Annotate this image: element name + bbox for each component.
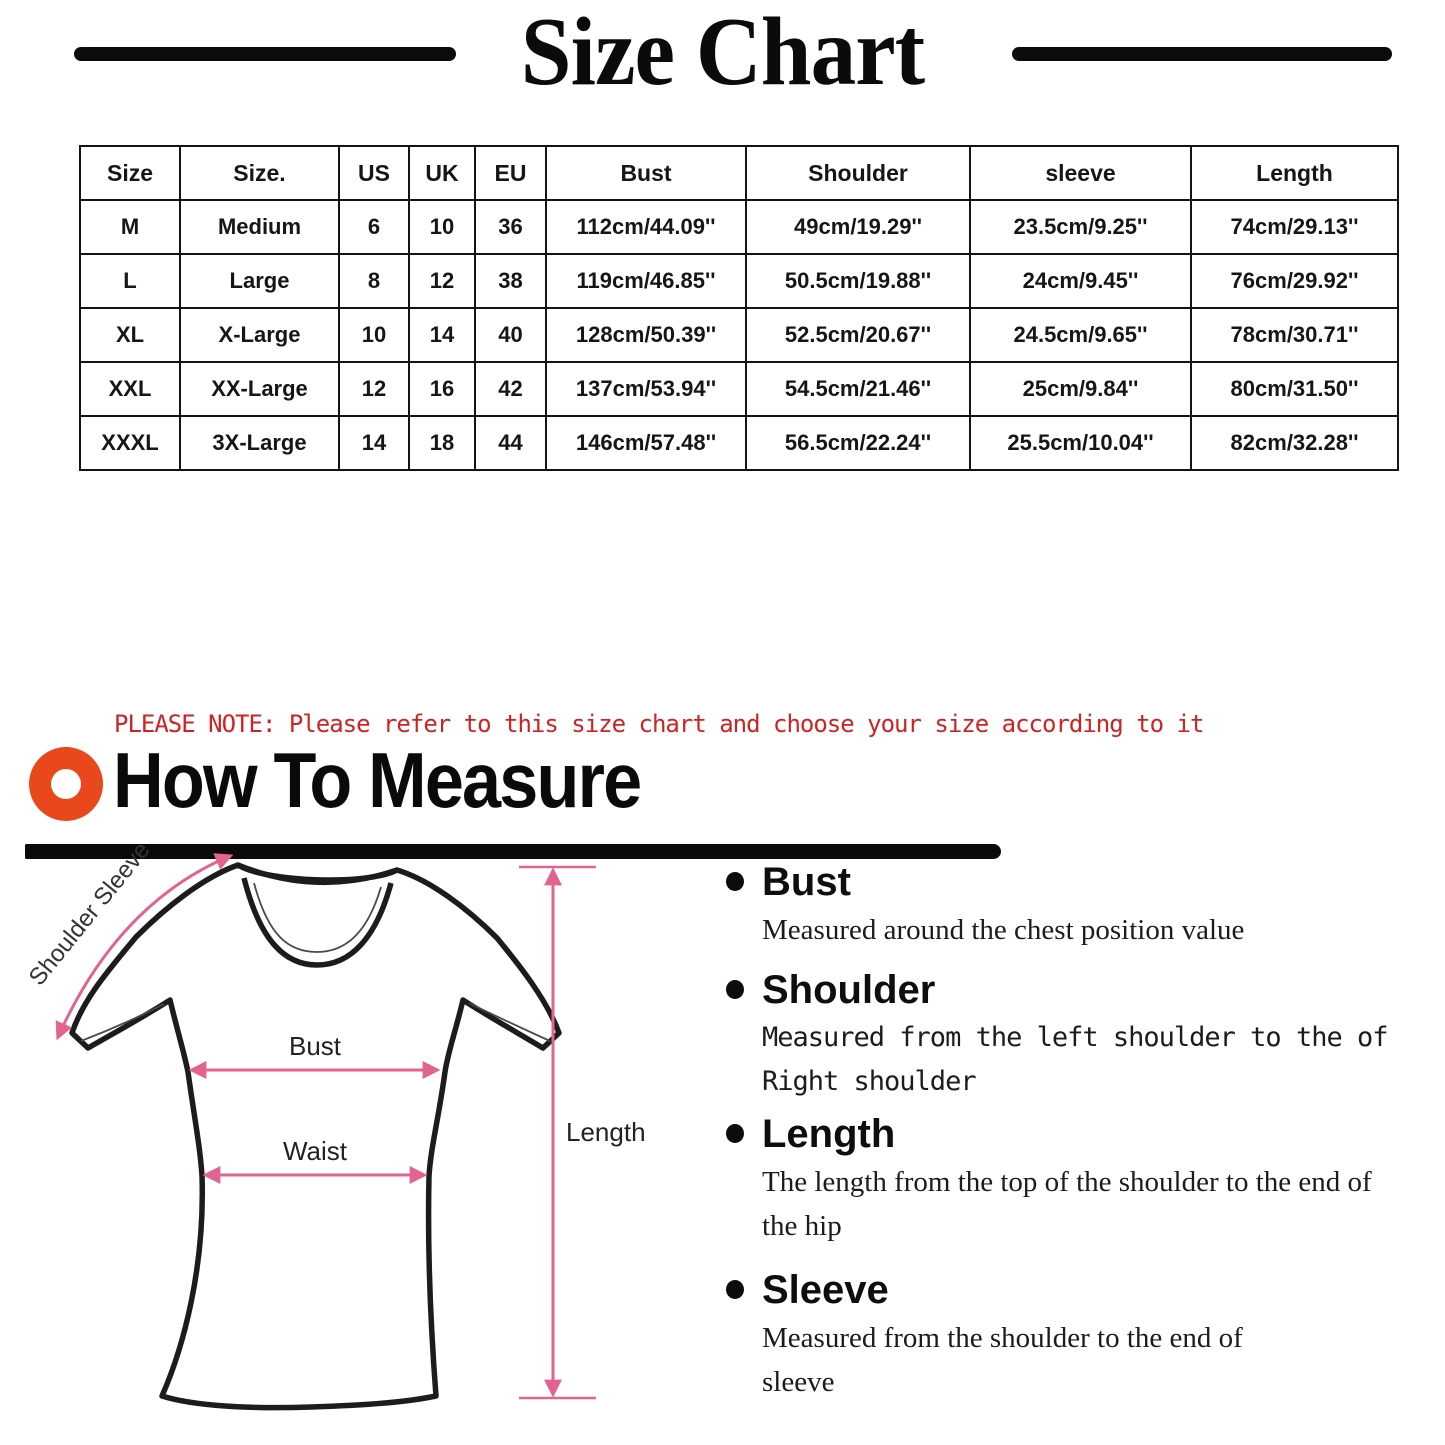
bullet-icon	[726, 980, 744, 999]
size-table-cell: 36	[474, 199, 547, 255]
size-table-cell: 25.5cm/10.04''	[969, 415, 1192, 471]
size-table-cell: 14	[338, 415, 410, 471]
heading-underline-bar	[25, 844, 1001, 859]
size-table-cell: 24.5cm/9.65''	[969, 307, 1192, 363]
size-table-cell: 119cm/46.85''	[545, 253, 747, 309]
measure-desc: Measured from the shoulder to the end of…	[762, 1322, 1243, 1398]
bullet-icon	[726, 1280, 744, 1299]
size-table-cell: 128cm/50.39''	[545, 307, 747, 363]
title-rule-right	[1012, 47, 1392, 61]
size-table-cell: 8	[338, 253, 410, 309]
size-table-cell: 56.5cm/22.24''	[745, 415, 971, 471]
size-table-header-cell: Size.	[179, 145, 340, 201]
shoulder-sleeve-arrow	[55, 853, 234, 1041]
size-table-cell: 38	[474, 253, 547, 309]
measure-item-shoulder: Shoulder Measured from the left shoulder…	[712, 968, 1402, 1104]
length-label: Length	[566, 1117, 646, 1147]
bust-label: Bust	[289, 1031, 342, 1061]
size-table-cell: M	[79, 199, 181, 255]
size-table-cell: 78cm/30.71''	[1190, 307, 1399, 363]
size-table-header-cell: Length	[1190, 145, 1399, 201]
how-to-measure-heading: How To Measure	[113, 736, 642, 824]
size-table-cell: 12	[338, 361, 410, 417]
measure-desc: Measured from the left shoulder to the o…	[762, 1022, 1388, 1097]
measure-term: Shoulder	[762, 968, 936, 1012]
size-table-body: M Medium 6 10 36 112cm/44.09'' 49cm/19.29'' 23.…	[79, 199, 1399, 471]
bullet-icon	[726, 872, 744, 891]
waist-label: Waist	[283, 1136, 348, 1166]
size-table-cell: 42	[474, 361, 547, 417]
collar-inner-line	[253, 882, 382, 953]
size-table-row: L Large 8 12 38 119cm/46.85'' 50.5cm/19.88'' 24…	[79, 253, 1399, 309]
size-table-header-cell: Size	[79, 145, 181, 201]
title-rule-left	[74, 47, 456, 61]
measure-term: Sleeve	[762, 1268, 889, 1312]
size-table-cell: XXXL	[79, 415, 181, 471]
bullet-icon	[726, 1124, 744, 1143]
size-table-cell: 12	[408, 253, 476, 309]
size-table-cell: 50.5cm/19.88''	[745, 253, 971, 309]
size-table-cell: 137cm/53.94''	[545, 361, 747, 417]
size-table-header-cell: EU	[474, 145, 547, 201]
size-table-cell: 74cm/29.13''	[1190, 199, 1399, 255]
size-table-header-row: Size Size. US UK EU Bust Shoulder sleeve Length	[79, 145, 1399, 201]
page-title: Size Chart	[520, 0, 925, 105]
size-table-head: Size Size. US UK EU Bust Shoulder sleeve Length	[79, 145, 1399, 201]
size-table-header-cell: US	[338, 145, 410, 201]
size-table-cell: 40	[474, 307, 547, 363]
size-table-cell: 49cm/19.29''	[745, 199, 971, 255]
size-table-cell: 112cm/44.09''	[545, 199, 747, 255]
measure-item-length: Length The length from the top of the sh…	[712, 1112, 1402, 1248]
size-table-cell: Medium	[179, 199, 340, 255]
size-table-cell: Large	[179, 253, 340, 309]
size-table-cell: XXL	[79, 361, 181, 417]
size-table-cell: 10	[338, 307, 410, 363]
title-section: Size Chart	[0, 0, 1445, 130]
size-table-cell: 16	[408, 361, 476, 417]
size-table-header-cell: Bust	[545, 145, 747, 201]
tshirt-measure-diagram: Shoulder Sleeve Bust Waist Length	[24, 845, 646, 1411]
size-table-cell: 80cm/31.50''	[1190, 361, 1399, 417]
size-table: Size Size. US UK EU Bust Shoulder sleeve Length …	[79, 145, 1399, 471]
size-table-header-cell: sleeve	[969, 145, 1192, 201]
measure-desc: The length from the top of the shoulder …	[762, 1166, 1372, 1242]
size-table-cell: X-Large	[179, 307, 340, 363]
size-table-header-cell: UK	[408, 145, 476, 201]
measure-term: Bust	[762, 860, 851, 904]
size-table-cell: 25cm/9.84''	[969, 361, 1192, 417]
size-table-cell: 52.5cm/20.67''	[745, 307, 971, 363]
size-table-cell: 10	[408, 199, 476, 255]
size-table-cell: 146cm/57.48''	[545, 415, 747, 471]
size-table-cell: 24cm/9.45''	[969, 253, 1192, 309]
size-table-cell: XX-Large	[179, 361, 340, 417]
size-table-cell: 6	[338, 199, 410, 255]
collar-top-line	[236, 862, 398, 886]
ring-icon	[29, 747, 103, 821]
size-table-cell: 76cm/29.92''	[1190, 253, 1399, 309]
size-table-cell: 18	[408, 415, 476, 471]
size-table-cell: 23.5cm/9.25''	[969, 199, 1192, 255]
collar-band-line	[241, 877, 394, 968]
size-table-header-cell: Shoulder	[745, 145, 971, 201]
measure-item-bust: Bust Measured around the chest position …	[712, 860, 1402, 952]
size-table-row: XXXL 3X-Large 14 18 44 146cm/57.48'' 56.5cm/22…	[79, 415, 1399, 471]
measure-term: Length	[762, 1112, 896, 1156]
size-table-row: XXL XX-Large 12 16 42 137cm/53.94'' 54.5cm/21.…	[79, 361, 1399, 417]
size-table-cell: L	[79, 253, 181, 309]
size-table-cell: 3X-Large	[179, 415, 340, 471]
size-table-cell: 82cm/32.28''	[1190, 415, 1399, 471]
size-table-row: M Medium 6 10 36 112cm/44.09'' 49cm/19.29'' 23.…	[79, 199, 1399, 255]
measure-desc: Measured around the chest position value	[762, 914, 1245, 946]
size-table-row: XL X-Large 10 14 40 128cm/50.39'' 52.5cm/20.67…	[79, 307, 1399, 363]
size-note: PLEASE NOTE: Please refer to this size c…	[114, 710, 1204, 738]
right-cuff-line	[468, 1002, 551, 1042]
size-table-cell: XL	[79, 307, 181, 363]
size-table-cell: 14	[408, 307, 476, 363]
size-table-cell: 54.5cm/21.46''	[745, 361, 971, 417]
measure-item-sleeve: Sleeve Measured from the shoulder to the…	[712, 1268, 1402, 1404]
size-table-cell: 44	[474, 415, 547, 471]
